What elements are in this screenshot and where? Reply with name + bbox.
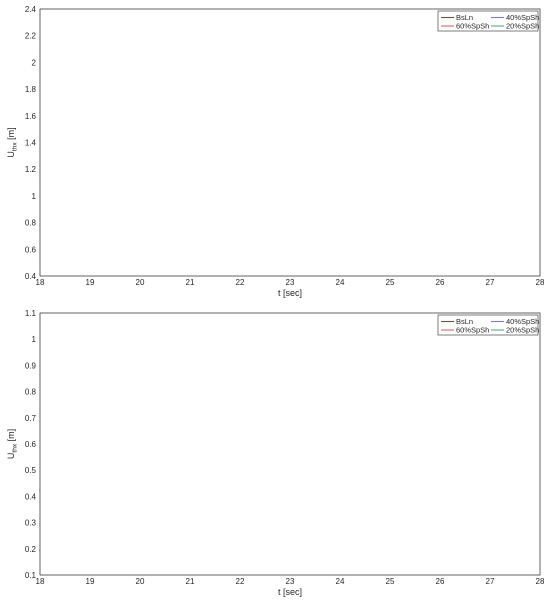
- x-tick-label: 19: [86, 278, 95, 287]
- x-tick-label: 23: [286, 278, 295, 287]
- y-tick-label: 1.2: [25, 165, 37, 174]
- legend-box: [437, 10, 539, 32]
- x-tick-label: 25: [386, 577, 395, 586]
- y-tick-label: 2.4: [25, 5, 37, 14]
- x-tick-label: 28: [536, 278, 545, 287]
- x-tick-label: 23: [286, 577, 295, 586]
- plot-frame: [39, 8, 541, 277]
- x-tick-label: 27: [486, 278, 495, 287]
- x-axis-label: t [sec]: [278, 288, 302, 298]
- legend-label: 40%SpSh: [506, 13, 539, 22]
- x-tick-label: 20: [136, 278, 145, 287]
- x-tick-label: 24: [336, 577, 345, 586]
- y-tick-label: 0.1: [25, 571, 37, 580]
- x-axis-label: t [sec]: [278, 587, 302, 597]
- y-tick-label: 0.8: [25, 388, 37, 397]
- y-tick-label: 2: [32, 58, 37, 67]
- y-tick-label: 1.6: [25, 112, 37, 121]
- legend-label: 20%SpSh: [506, 326, 539, 335]
- x-tick-label: 22: [236, 278, 245, 287]
- y-tick-label: 0.4: [25, 492, 37, 501]
- y-axis-label: Uthx [m]: [6, 127, 19, 157]
- x-tick-label: 18: [36, 577, 45, 586]
- x-tick-label: 27: [486, 577, 495, 586]
- y-tick-label: 1.1: [25, 309, 37, 318]
- y-tick-label: 2.2: [25, 32, 37, 41]
- y-tick-label: 1: [32, 192, 37, 201]
- y-tick-label: 0.7: [25, 414, 37, 423]
- x-tick-label: 21: [186, 577, 195, 586]
- y-tick-label: 0.3: [25, 519, 37, 528]
- y-tick-label: 0.5: [25, 466, 37, 475]
- y-tick-label: 0.6: [25, 440, 37, 449]
- x-tick-label: 18: [36, 278, 45, 287]
- x-tick-label: 26: [436, 577, 445, 586]
- y-tick-label: 0.6: [25, 245, 37, 254]
- y-tick-label: 1: [32, 335, 37, 344]
- x-tick-label: 28: [536, 577, 545, 586]
- legend-label: BsLn: [456, 13, 473, 22]
- x-tick-label: 20: [136, 577, 145, 586]
- y-tick-label: 1.8: [25, 85, 37, 94]
- top-chart-panel: 18 19 20 21 22 23 24 25 26 27 28 0.4 0.6 0.8 1 1.2 1.4 1.…: [6, 5, 545, 298]
- y-axis-label: Uthx [m]: [6, 429, 19, 459]
- y-tick-label: 0.8: [25, 219, 37, 228]
- legend-label: 40%SpSh: [506, 317, 539, 326]
- legend-label: BsLn: [456, 317, 473, 326]
- x-tick-label: 21: [186, 278, 195, 287]
- bottom-chart-panel: 18 19 20 21 22 23 24 25 26 27 28 0.1 0.2 0.3 0.4 0.5 0.6…: [6, 309, 545, 597]
- legend-label: 60%SpSh: [456, 326, 489, 335]
- y-tick-label: 1.4: [25, 139, 37, 148]
- y-tick-label: 0.4: [25, 272, 37, 281]
- x-tick-label: 26: [436, 278, 445, 287]
- x-tick-label: 24: [336, 278, 345, 287]
- y-tick-label: 0.9: [25, 361, 37, 370]
- x-tick-label: 19: [86, 577, 95, 586]
- x-tick-label: 22: [236, 577, 245, 586]
- legend-box: [437, 314, 539, 336]
- legend-label: 60%SpSh: [456, 22, 489, 31]
- y-tick-label: 0.2: [25, 545, 37, 554]
- legend-label: 20%SpSh: [506, 22, 539, 31]
- x-tick-label: 25: [386, 278, 395, 287]
- plot-frame: [39, 312, 541, 576]
